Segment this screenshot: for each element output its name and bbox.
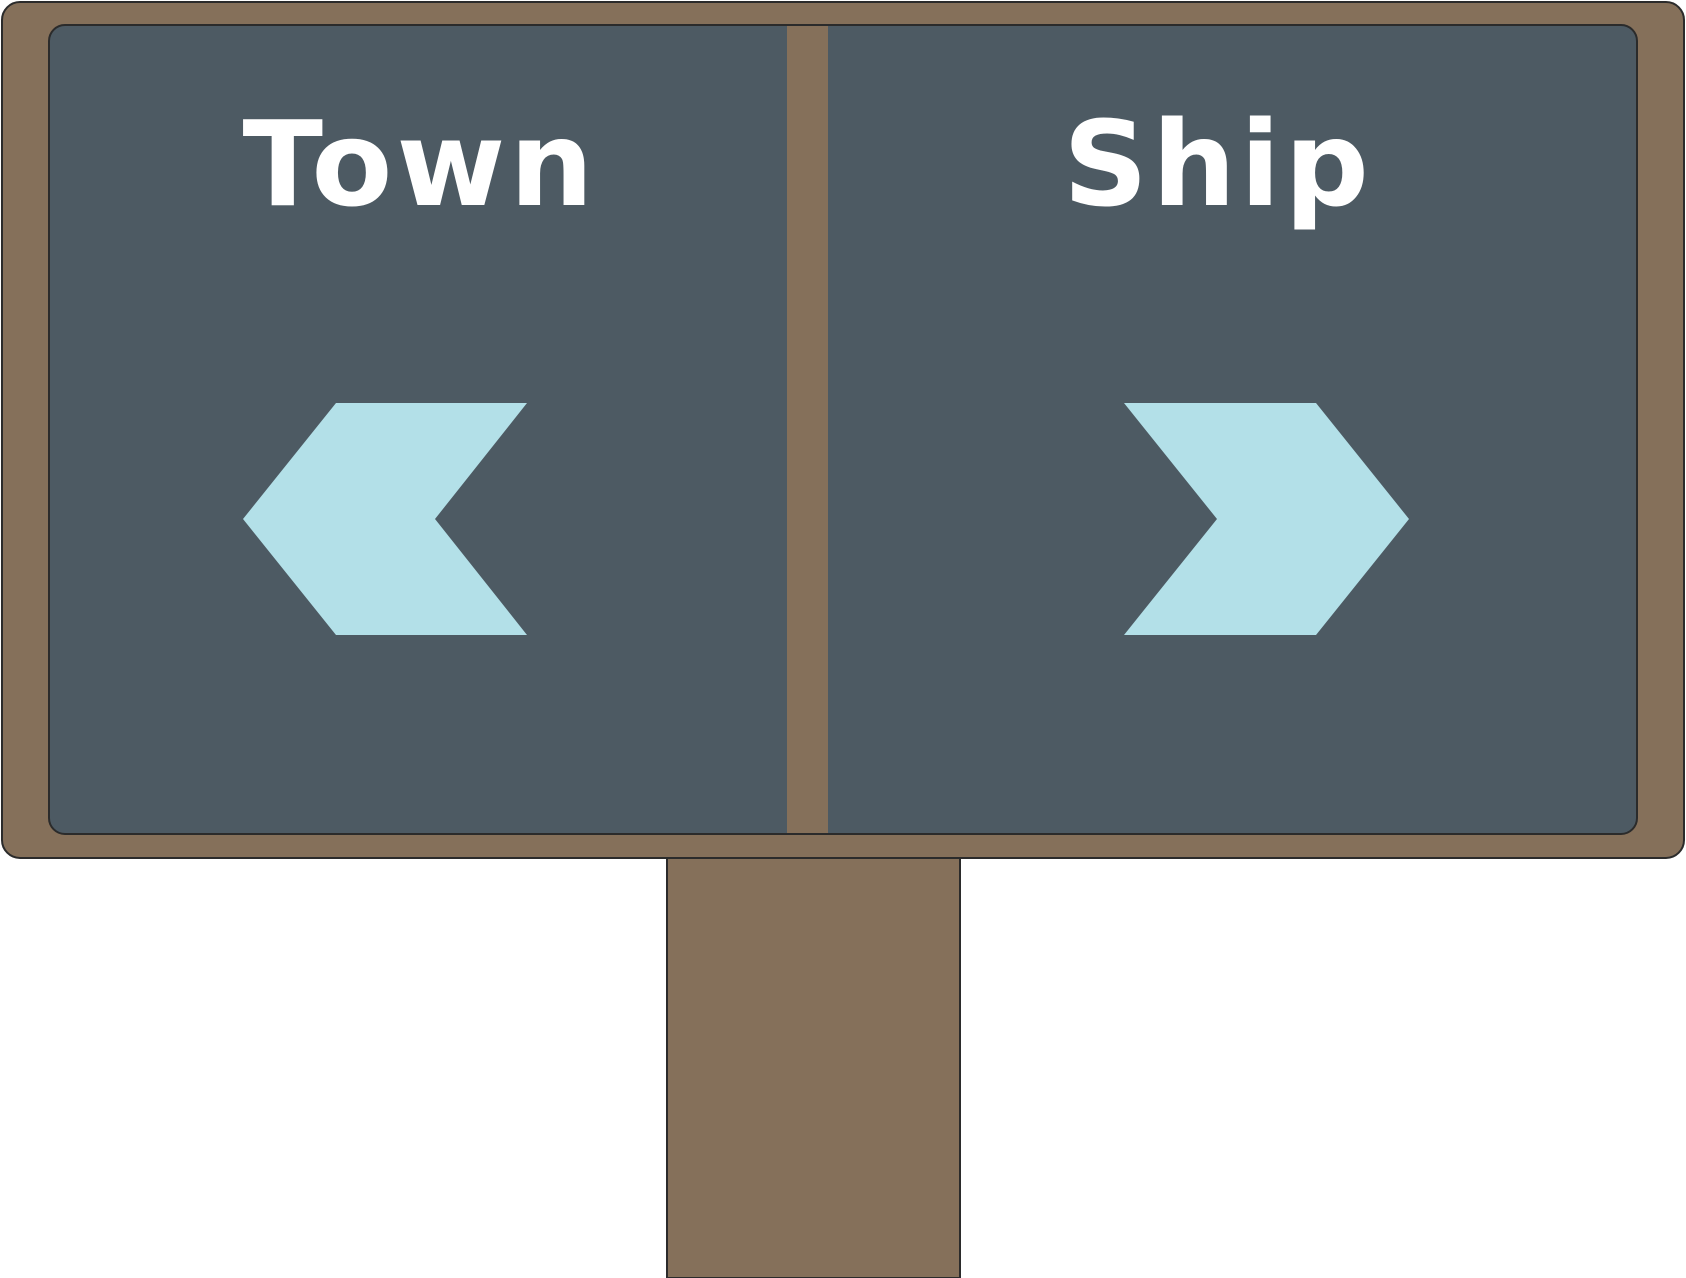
sign-divider xyxy=(787,26,828,833)
right-panel: Ship xyxy=(1063,95,1409,635)
left-panel: Town xyxy=(243,95,598,635)
chevron-right-arrow-icon xyxy=(1124,403,1409,635)
town-label: Town xyxy=(243,95,598,233)
chevron-left-arrow-icon xyxy=(243,403,527,635)
ship-label: Ship xyxy=(1063,95,1373,233)
signpost-post xyxy=(666,849,961,1278)
